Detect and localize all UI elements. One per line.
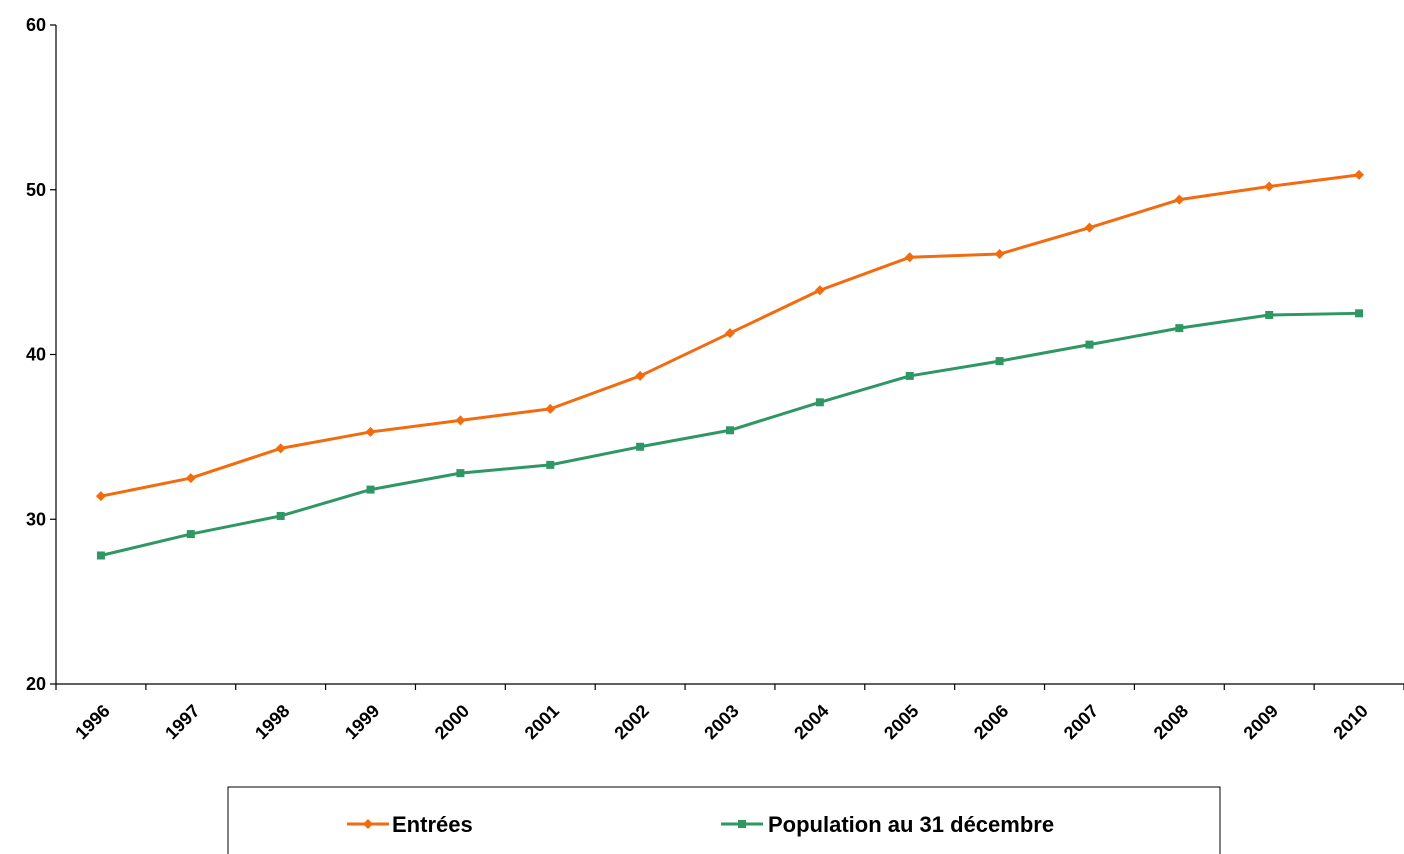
y-tick-label: 20: [26, 674, 46, 694]
data-point: [905, 371, 914, 380]
x-tick-label: 2002: [611, 701, 653, 743]
data-point: [455, 415, 466, 426]
data-point: [815, 398, 824, 407]
legend-item-population: Population au 31 décembre: [721, 812, 1054, 837]
x-tick-label: 1996: [71, 701, 113, 743]
series-layer: [95, 169, 1365, 560]
x-tick-label: 1997: [161, 701, 203, 743]
x-tick-label: 2007: [1060, 701, 1102, 743]
data-point: [96, 551, 105, 560]
series-1: [96, 309, 1364, 560]
y-tick-label: 50: [26, 180, 46, 200]
data-point: [1174, 194, 1185, 205]
data-point: [1355, 309, 1364, 318]
x-tick-label: 2001: [521, 701, 563, 743]
x-tick-label: 2003: [700, 701, 742, 743]
data-point: [1265, 310, 1274, 319]
data-point: [1175, 324, 1184, 333]
data-point: [185, 473, 196, 484]
data-point: [726, 426, 734, 435]
x-tick-labels: 1996 1997 1998 1999 2000 2001 2002 2003 2004 2005…: [55, 684, 1404, 743]
data-point: [636, 442, 645, 451]
data-point: [275, 443, 286, 454]
series-line: [100, 311, 1360, 557]
data-point: [186, 530, 195, 539]
data-point: [456, 469, 465, 478]
data-point: [1354, 169, 1365, 180]
legend-box: [227, 786, 1221, 854]
x-tick-label: 2010: [1329, 701, 1371, 743]
data-point: [545, 403, 556, 414]
x-tick-label: 2008: [1150, 701, 1192, 743]
x-tick-label: 2009: [1240, 701, 1282, 743]
y-tick-labels: 20 30 40 50 60: [26, 15, 56, 694]
legend-population-label: Population au 31 décembre: [768, 812, 1054, 837]
data-point: [1085, 340, 1094, 349]
data-point: [366, 485, 375, 494]
data-point: [635, 370, 646, 381]
legend-item-entrees: Entrées: [347, 812, 473, 837]
y-tick-label: 40: [26, 345, 46, 365]
y-tick-label: 30: [26, 509, 46, 529]
x-tick-label: 2005: [880, 701, 922, 743]
legend-population-marker: [738, 820, 746, 828]
x-tick-label: 1998: [251, 701, 293, 743]
data-point: [276, 511, 285, 520]
x-tick-label: 2000: [431, 701, 473, 743]
legend-entrees-marker: [363, 819, 373, 829]
x-tick-label: 1999: [341, 701, 383, 743]
data-point: [95, 491, 106, 502]
x-tick-label: 2004: [790, 701, 832, 743]
x-tick-label: 2006: [970, 701, 1012, 743]
data-point: [725, 328, 735, 339]
data-point: [1264, 181, 1275, 192]
data-point: [904, 252, 915, 263]
legend-entrees-label: Entrées: [392, 812, 473, 837]
y-tick-label: 60: [26, 15, 46, 35]
data-point: [1084, 222, 1095, 233]
data-point: [995, 357, 1004, 366]
data-point: [994, 249, 1005, 260]
series-0: [95, 169, 1365, 502]
legend: Entrées Population au 31 décembre: [227, 786, 1221, 854]
data-point: [546, 460, 555, 469]
data-point: [814, 285, 825, 296]
data-point: [365, 426, 376, 437]
